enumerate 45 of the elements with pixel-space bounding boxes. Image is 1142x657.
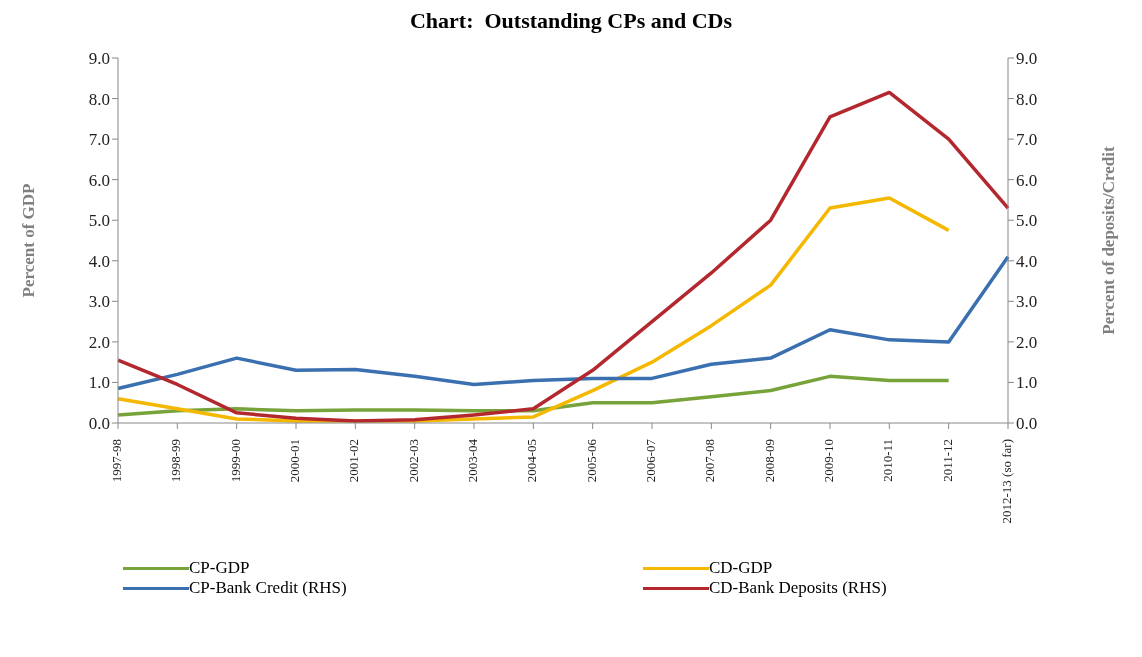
y-tick-label: 6.0 [88, 170, 110, 190]
x-tick-label: 2010-11 [880, 439, 896, 482]
y2-tick-label: 1.0 [1016, 373, 1038, 393]
x-tick-label: 2000-01 [286, 439, 302, 483]
x-tick-label: 2008-09 [761, 439, 777, 483]
line-series [116, 254, 1010, 391]
y2-tick-label: 7.0 [1016, 130, 1038, 150]
x-tick-label: 2002-03 [405, 439, 421, 483]
y-tick-label: 4.0 [88, 251, 110, 271]
x-tick-label: 1999-00 [227, 439, 243, 483]
x-tick-label: 2003-04 [464, 438, 480, 483]
y-tick-label: 9.0 [88, 49, 110, 69]
x-tick-label: 2007-08 [702, 439, 718, 483]
x-tick-label: 2006-07 [642, 438, 658, 483]
legend-label: CD-Bank Deposits (RHS) [709, 578, 887, 598]
y-tick-label: 0.0 [88, 414, 110, 434]
legend-label: CD-GDP [709, 558, 773, 578]
x-tick-label: 2009-10 [820, 439, 836, 483]
y2-tick-label: 9.0 [1016, 49, 1038, 69]
y-tick-label: 8.0 [88, 89, 110, 109]
y-tick-label: 7.0 [88, 130, 110, 150]
y2-tick-label: 0.0 [1016, 414, 1038, 434]
y-tick-label: 5.0 [88, 211, 110, 231]
x-tick-label: 2004-05 [524, 439, 540, 483]
line-series [116, 374, 951, 417]
x-tick-label: 1997-98 [108, 439, 124, 483]
chart-title: Chart: Outstanding CPs and CDs [408, 8, 734, 34]
y2-tick-label: 4.0 [1016, 251, 1038, 271]
x-tick-label: 2011-12 [939, 439, 955, 482]
x-tick-label: 1998-99 [168, 439, 184, 483]
y2-tick-label: 8.0 [1016, 89, 1038, 109]
y2-tick-label: 3.0 [1016, 292, 1038, 312]
y-tick-label: 2.0 [88, 332, 110, 352]
x-tick-label: 2001-02 [346, 439, 362, 483]
y2-axis-title: Percent of deposits/Credit [1099, 146, 1119, 335]
x-tick-label: 2005-06 [583, 438, 599, 483]
y-axis-title: Percent of GDP [19, 183, 39, 298]
legend-label: CP-Bank Credit (RHS) [189, 578, 347, 598]
y-tick-label: 1.0 [88, 373, 110, 393]
x-tick-label: 2012-13 (so far) [998, 439, 1014, 524]
y2-tick-label: 5.0 [1016, 211, 1038, 231]
y2-tick-label: 6.0 [1016, 170, 1038, 190]
y-tick-label: 3.0 [88, 292, 110, 312]
y2-tick-label: 2.0 [1016, 332, 1038, 352]
legend-label: CP-GDP [189, 558, 250, 578]
